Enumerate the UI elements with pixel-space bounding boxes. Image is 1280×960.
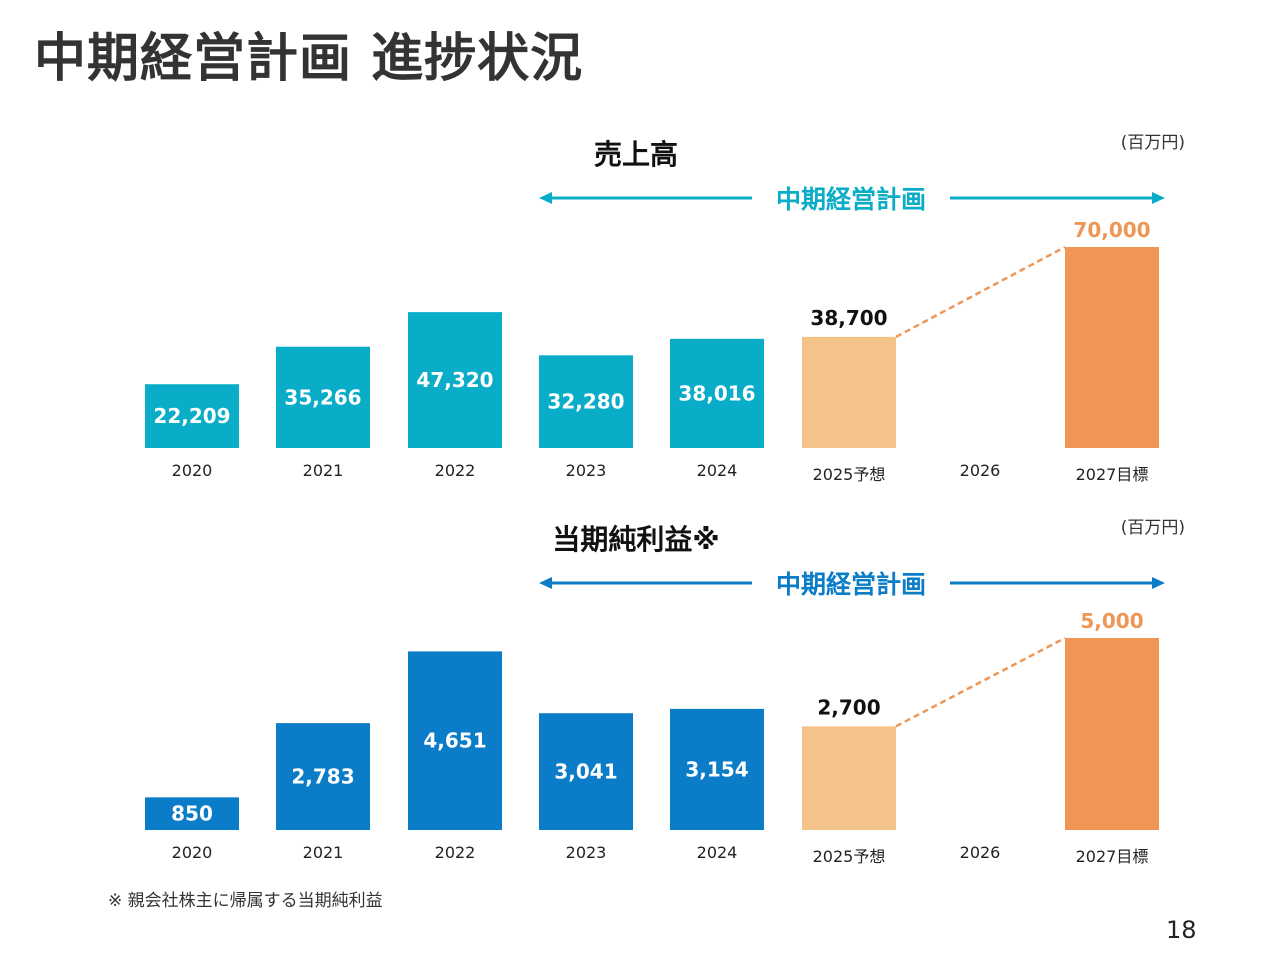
value-label: 2,700: [817, 695, 880, 719]
value-label: 2,783: [291, 765, 354, 789]
chart-title: 売上高: [594, 138, 678, 171]
arrow-right-icon: [1152, 192, 1165, 204]
bar-2024: [670, 708, 764, 830]
category-label: 2022: [435, 843, 476, 862]
bar-2025予想: [802, 336, 896, 448]
category-label: 2020: [172, 461, 213, 480]
category-label: 2027目標: [1076, 465, 1149, 484]
bar-2022: [408, 651, 502, 830]
value-label: 35,266: [284, 385, 361, 409]
bar-2020: [145, 384, 239, 448]
value-label: 4,651: [423, 729, 486, 753]
category-label: 2022: [435, 461, 476, 480]
page-number: 18: [1166, 916, 1197, 944]
unit-label: (百万円): [1121, 518, 1185, 538]
category-label: 2027目標: [1076, 847, 1149, 866]
arrow-right-icon: [1152, 577, 1165, 589]
period-label: 中期経営計画: [776, 185, 926, 214]
value-label: 38,016: [678, 381, 755, 405]
arrow-left-icon: [539, 577, 552, 589]
value-label: 70,000: [1073, 218, 1150, 242]
value-label: 47,320: [416, 368, 493, 392]
category-label: 2021: [303, 843, 344, 862]
page-title: 中期経営計画 進捗状況: [34, 29, 584, 89]
value-label: 5,000: [1080, 609, 1143, 633]
category-label: 2020: [172, 843, 213, 862]
bar-2027目標: [1065, 247, 1159, 448]
category-label: 2025予想: [813, 847, 886, 866]
category-label: 2026: [960, 843, 1001, 862]
category-label: 2025予想: [813, 465, 886, 484]
value-label: 22,209: [153, 404, 230, 428]
value-label: 32,280: [547, 390, 624, 414]
category-label: 2023: [566, 843, 607, 862]
chart-title: 当期純利益※: [552, 523, 719, 556]
value-label: 3,154: [685, 757, 748, 781]
net-profit-chart: 当期純利益※ (百万円) 中期経営計画 850 2020 2,783 2021 4,651 20…: [145, 518, 1185, 866]
category-label: 2024: [697, 843, 738, 862]
category-label: 2026: [960, 461, 1001, 480]
arrow-left-icon: [539, 192, 552, 204]
bar-2023: [539, 713, 633, 830]
footnote: ※ 親会社株主に帰属する当期純利益: [108, 891, 383, 911]
bar-2021: [276, 723, 370, 830]
value-label: 3,041: [554, 760, 617, 784]
category-label: 2023: [566, 461, 607, 480]
bar-2022: [408, 312, 502, 448]
category-label: 2024: [697, 461, 738, 480]
bar-2021: [276, 346, 370, 448]
bar-2024: [670, 338, 764, 448]
forecast-to-target-dashed-line: [895, 245, 1066, 338]
bar-2023: [539, 355, 633, 448]
value-label: 850: [171, 802, 213, 826]
category-label: 2021: [303, 461, 344, 480]
sales-chart: 売上高 (百万円) 中期経営計画 22,209 2020 35,266 2021 47,320…: [145, 133, 1185, 484]
period-label: 中期経営計画: [776, 570, 926, 599]
bar-2020: [145, 797, 239, 830]
forecast-to-target-dashed-line: [895, 636, 1066, 728]
bar-2027目標: [1065, 638, 1159, 830]
value-label: 38,700: [810, 306, 887, 330]
unit-label: (百万円): [1121, 133, 1185, 153]
bar-2025予想: [802, 726, 896, 830]
